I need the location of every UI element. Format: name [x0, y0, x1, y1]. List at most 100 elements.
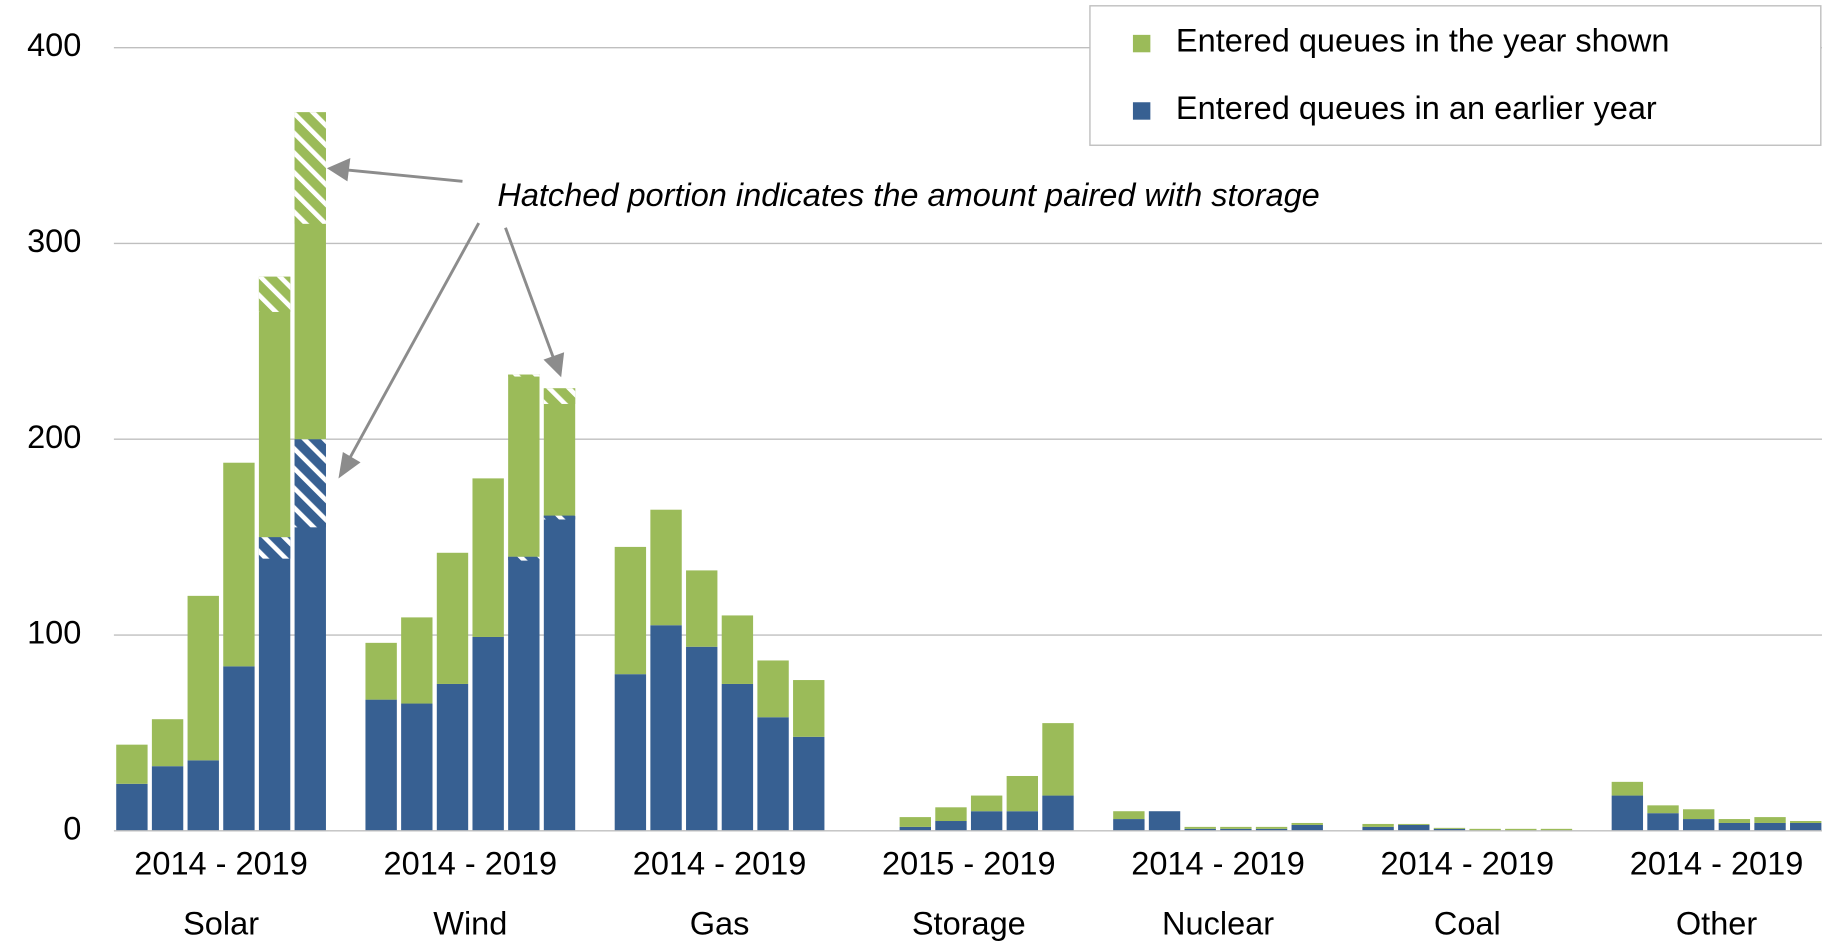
- arrowhead: [326, 157, 351, 182]
- bar-segment: [1398, 824, 1430, 831]
- hatched-segment: [543, 388, 576, 404]
- bar-segment: [1255, 826, 1288, 829]
- bar-segment: [1220, 828, 1252, 831]
- group-period-label: 2014 - 2019: [633, 845, 807, 881]
- bar-segment: [223, 462, 255, 667]
- bar-segment: [365, 642, 397, 700]
- legend-label: Entered queues in the year shown: [1176, 23, 1669, 59]
- bar-segment: [1291, 824, 1323, 831]
- bar-segment: [401, 617, 433, 704]
- arrow: [504, 227, 556, 361]
- bar-segment: [258, 276, 291, 538]
- hatched-segment: [543, 515, 576, 520]
- bar-segment: [1505, 828, 1537, 831]
- group-period-label: 2014 - 2019: [1630, 845, 1804, 881]
- bar-segment: [757, 717, 789, 831]
- group-name-label: Gas: [690, 906, 750, 942]
- bar-segment: [970, 795, 1003, 812]
- bar-segment: [472, 636, 504, 831]
- bar-segment: [1113, 819, 1145, 831]
- bar-segment: [1433, 827, 1466, 829]
- bar-segment: [508, 556, 540, 831]
- bar-segment: [650, 625, 682, 831]
- bar-segment: [436, 552, 469, 684]
- bar-segment: [970, 811, 1003, 831]
- bar-segment: [187, 595, 219, 761]
- bar-segment: [187, 760, 219, 831]
- hatched-segment: [508, 374, 540, 377]
- bar-segment: [1469, 828, 1501, 831]
- bar-segment: [1790, 822, 1822, 831]
- legend-label: Entered queues in an earlier year: [1176, 90, 1657, 126]
- bar-segment: [1790, 821, 1822, 823]
- bar-segment: [686, 646, 718, 831]
- arrowhead: [338, 452, 361, 479]
- bar-segment: [686, 570, 718, 647]
- bar-segment: [1255, 828, 1288, 831]
- bar-segment: [757, 660, 789, 718]
- bar-segment: [1042, 723, 1074, 796]
- group-period-label: 2014 - 2019: [1131, 845, 1305, 881]
- bar-segment: [1184, 828, 1216, 831]
- hatched-segment: [294, 112, 326, 224]
- y-tick-label: 0: [63, 810, 81, 846]
- bar-segment: [1718, 822, 1751, 831]
- legend-swatch: [1132, 34, 1151, 53]
- group-period-label: 2015 - 2019: [882, 845, 1056, 881]
- hatched-segment: [258, 537, 291, 559]
- bar-segment: [1647, 805, 1679, 814]
- bar-segment: [151, 719, 184, 767]
- bar-segment: [1398, 823, 1430, 825]
- y-tick-label: 300: [27, 223, 81, 259]
- bar-segment: [1113, 811, 1145, 820]
- bar-segment: [650, 509, 682, 626]
- bar-segment: [151, 766, 184, 831]
- arrow: [343, 168, 463, 183]
- bar-segment: [436, 683, 469, 831]
- y-tick-label: 400: [27, 27, 81, 63]
- bar-segment: [1006, 775, 1039, 812]
- bar-segment: [1540, 828, 1573, 831]
- bar-segment: [1362, 823, 1394, 827]
- bar-segment: [614, 674, 647, 831]
- bar-segment: [1184, 826, 1216, 829]
- group-period-label: 2014 - 2019: [384, 845, 558, 881]
- bar-segment: [1718, 819, 1751, 823]
- bar-segment: [793, 736, 825, 831]
- bar-segment: [721, 615, 754, 684]
- bar-segment: [1006, 811, 1039, 831]
- bar-segment: [1291, 822, 1323, 825]
- bar-segment: [1042, 795, 1074, 831]
- bar-segment: [543, 515, 576, 831]
- annotation: Hatched portion indicates the amount pai…: [497, 177, 1319, 213]
- bar-segment: [543, 388, 576, 516]
- bar-segment: [721, 683, 754, 831]
- bar-segment: [116, 783, 148, 831]
- bar-segment: [1220, 826, 1252, 829]
- bar-segment: [1362, 826, 1394, 831]
- bar-segment: [1647, 813, 1679, 831]
- bar-segment: [793, 680, 825, 737]
- bar-segment: [1148, 811, 1181, 831]
- bar-segment: [899, 826, 931, 831]
- arrowhead: [543, 352, 565, 378]
- bar-segment: [472, 478, 504, 637]
- group-period-label: 2014 - 2019: [134, 845, 308, 881]
- group-name-label: Nuclear: [1162, 906, 1274, 942]
- bar-segment: [1683, 819, 1715, 831]
- bar-segment: [401, 703, 433, 831]
- y-tick-label: 100: [27, 615, 81, 651]
- bar-segment: [116, 744, 148, 784]
- annotation-arrows: [326, 157, 565, 479]
- group-period-label: 2014 - 2019: [1381, 845, 1555, 881]
- y-tick-label: 200: [27, 419, 81, 455]
- bar-segment: [223, 666, 255, 831]
- bar-segment: [1683, 809, 1715, 820]
- bar-segment: [614, 546, 647, 675]
- group-name-label: Solar: [183, 906, 259, 942]
- hatched-segment: [258, 276, 291, 312]
- bar-segment: [1754, 817, 1786, 823]
- arrow: [347, 222, 481, 461]
- bar-segment: [1611, 781, 1644, 796]
